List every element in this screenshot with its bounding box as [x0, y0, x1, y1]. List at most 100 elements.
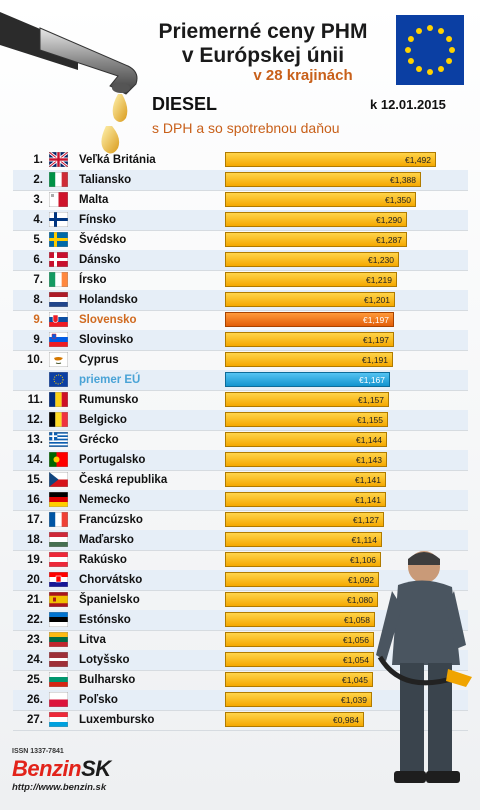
price-value-label: €1,492	[405, 155, 431, 165]
flag-ro-icon	[48, 391, 69, 408]
country-label: Česká republika	[79, 474, 168, 486]
eu-star	[427, 69, 433, 75]
eu-star	[407, 36, 414, 42]
country-label: Holandsko	[79, 294, 138, 306]
eu-average-row: priemer EÚ €1,167	[13, 370, 468, 391]
price-value-label: €1,144	[356, 435, 382, 445]
date-label: k 12.01.2015	[370, 97, 446, 112]
country-label: Grécko	[79, 434, 119, 446]
price-value-label: €1,114	[351, 535, 377, 545]
price-value-label: €1,191	[362, 355, 388, 365]
country-row: 4. Fínsko €1,290	[13, 210, 468, 231]
price-value-label: €1,155	[357, 415, 383, 425]
tax-note: s DPH a so spotrebnou daňou	[152, 120, 340, 136]
flag-bg-icon	[48, 671, 69, 688]
price-bar: €1,191	[225, 352, 393, 367]
country-row: 23. Litva €1,056	[13, 630, 468, 651]
flag-gr-icon	[48, 431, 69, 448]
eu-star	[449, 47, 455, 53]
flag-ie-icon	[48, 271, 69, 288]
brand-logo: BenzinSK	[12, 756, 111, 782]
brand-main: Benzin	[12, 756, 82, 781]
rank-label: 13.	[27, 434, 43, 446]
title-line1: Priemerné ceny PHM	[158, 20, 368, 43]
flag-si-icon	[48, 331, 69, 348]
country-label: Nemecko	[79, 494, 131, 506]
price-value-label: €1,141	[355, 475, 381, 485]
eu-star	[416, 27, 422, 34]
flag-dk-icon	[48, 251, 69, 268]
rank-label: 24.	[27, 654, 43, 666]
flag-hr-icon	[48, 571, 69, 588]
rank-label: 3.	[33, 194, 43, 206]
country-label: Lotyšsko	[79, 654, 130, 666]
country-label: Fínsko	[79, 214, 117, 226]
country-row: 20. Chorvátsko €1,092	[13, 570, 468, 591]
price-bar: €1,388	[225, 172, 421, 187]
country-row: 26. Poľsko €1,039	[13, 690, 468, 711]
country-label: Veľká Británia	[79, 154, 156, 166]
eu-star	[446, 36, 453, 42]
country-label: priemer EÚ	[79, 374, 141, 386]
price-bar: €1,045	[225, 672, 373, 687]
country-label: Rakúsko	[79, 554, 127, 566]
price-value-label: €1,388	[390, 175, 416, 185]
rank-label: 12.	[27, 414, 43, 426]
country-label: Maďarsko	[79, 534, 134, 546]
eu-flag-icon	[396, 15, 464, 85]
country-label: Francúzsko	[79, 514, 143, 526]
flag-de-icon	[48, 491, 69, 508]
eu-star	[438, 66, 444, 73]
price-bar: €1,350	[225, 192, 416, 207]
flag-lt-icon	[48, 631, 69, 648]
flag-cz-icon	[48, 471, 69, 488]
price-value-label: €1,201	[364, 295, 390, 305]
country-label: Slovensko	[79, 314, 137, 326]
price-bar: €1,039	[225, 692, 372, 707]
rank-label: 7.	[33, 274, 43, 286]
flag-lv-icon	[48, 651, 69, 668]
country-label: Malta	[79, 194, 109, 206]
country-label: Taliansko	[79, 174, 132, 186]
flag-fi-icon	[48, 211, 69, 228]
price-bar: €1,201	[225, 292, 395, 307]
country-row: 3. Malta €1,350	[13, 190, 468, 211]
price-bar: €1,492	[225, 152, 436, 167]
flag-se-icon	[48, 231, 69, 248]
eu-star	[405, 47, 411, 53]
price-value-label: €1,056	[343, 635, 369, 645]
country-row: 11. Rumunsko €1,157	[13, 390, 468, 411]
price-value-label: €1,080	[347, 595, 373, 605]
country-row: 17. Francúzsko €1,127	[13, 510, 468, 531]
price-bar: €1,141	[225, 492, 386, 507]
gas-station-worker-icon	[376, 551, 472, 783]
country-label: Luxembursko	[79, 714, 155, 726]
price-bar: €1,219	[225, 272, 397, 287]
rank-label: 23.	[27, 634, 43, 646]
country-row: 8. Holandsko €1,201	[13, 290, 468, 311]
country-row: 6. Dánsko €1,230	[13, 250, 468, 271]
flag-fr-icon	[48, 511, 69, 528]
rank-label: 9.	[33, 334, 43, 346]
price-value-label: €1,350	[385, 195, 411, 205]
price-value-label: €1,197	[363, 315, 389, 325]
price-value-label: €1,230	[368, 255, 394, 265]
rank-label: 11.	[27, 394, 43, 406]
country-label: Bulharsko	[79, 674, 136, 686]
rank-label: 26.	[27, 694, 43, 706]
price-value-label: €1,054	[343, 655, 369, 665]
website-url: http://www.benzin.sk	[12, 782, 107, 793]
rank-label: 6.	[33, 254, 43, 266]
country-label: Rumunsko	[79, 394, 139, 406]
rank-label: 4.	[33, 214, 43, 226]
price-bar: €1,141	[225, 472, 386, 487]
fuel-nozzle-icon	[0, 12, 138, 154]
price-bar: €1,054	[225, 652, 374, 667]
country-label: Belgicko	[79, 414, 127, 426]
country-row: 15. Česká republika €1,141	[13, 470, 468, 491]
rank-label: 27.	[27, 714, 43, 726]
rank-label: 20.	[27, 574, 43, 586]
country-row: 12. Belgicko €1,155	[13, 410, 468, 431]
price-value-label: €1,219	[366, 275, 392, 285]
